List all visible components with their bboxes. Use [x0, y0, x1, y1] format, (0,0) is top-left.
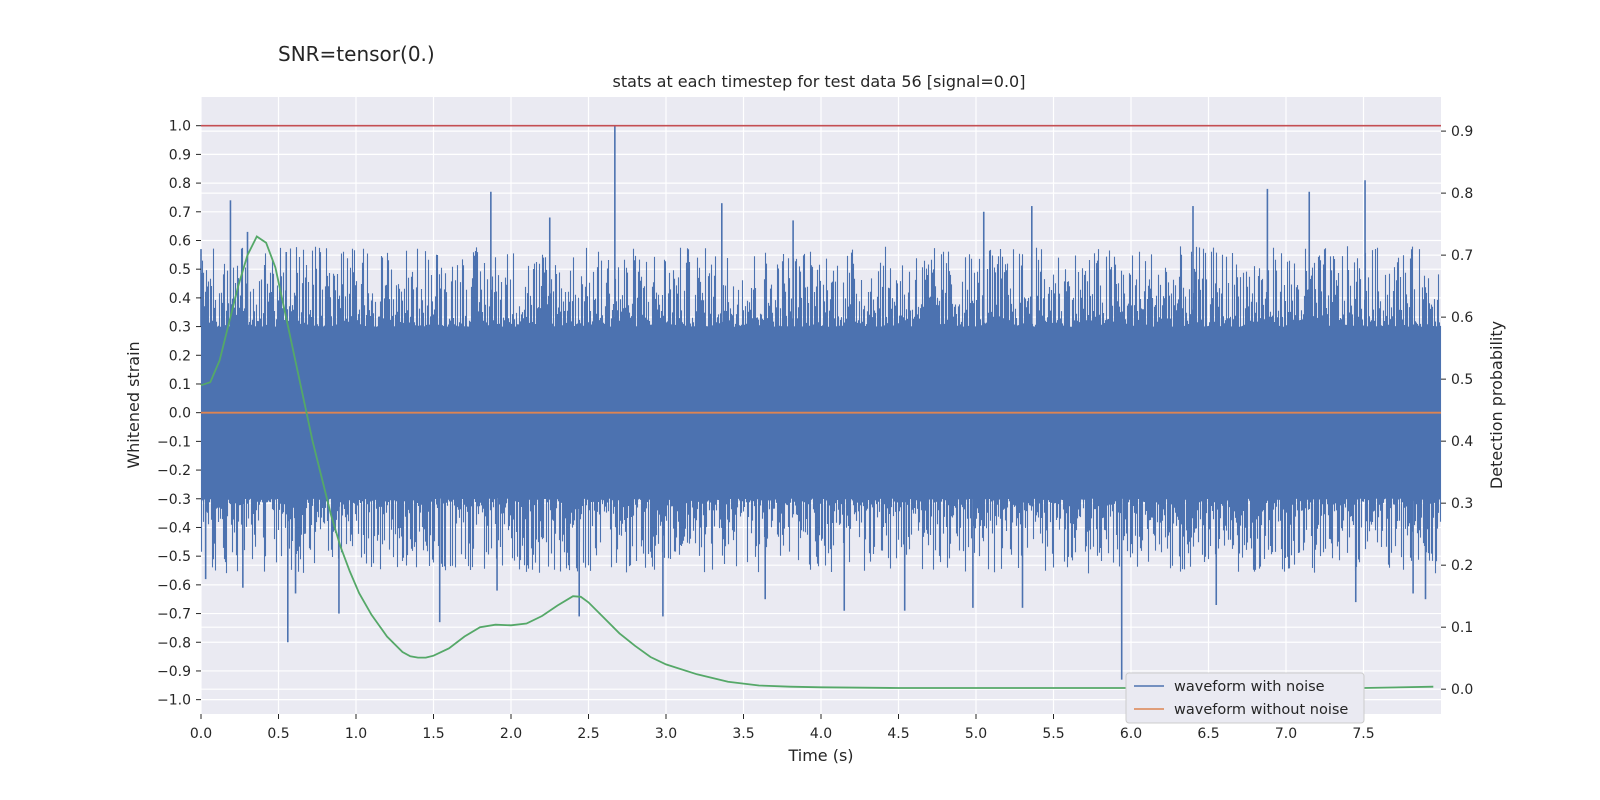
y-tick-label: 1.0: [169, 119, 191, 135]
line-series: [200, 124, 1441, 689]
legend-box: [1125, 672, 1365, 724]
legend-label-clean: waveform without noise: [1174, 702, 1348, 718]
chart-title: stats at each timestep for test data 56 …: [613, 72, 1026, 91]
x-tick-label: 0.0: [190, 726, 212, 742]
y-tick-label: 0.2: [169, 348, 191, 364]
x-tick-label: 5.0: [965, 726, 987, 742]
y-tick-label: 0.6: [169, 233, 191, 249]
y-tick-label: 0.5: [169, 262, 191, 278]
x-tick-label: 4.0: [810, 726, 832, 742]
x-tick-label: 2.5: [577, 726, 599, 742]
y-tick-label: −0.4: [157, 520, 191, 536]
y-axis-right-label: Detection probability: [1487, 321, 1506, 489]
y-tick-label: −0.7: [157, 607, 191, 623]
y-tick-label: 0.7: [169, 205, 191, 221]
legend: waveform with noise waveform without noi…: [1125, 672, 1365, 724]
y-tick-label: 0.4: [169, 291, 191, 307]
x-tick-label: 5.5: [1042, 726, 1064, 742]
y-tick-label: −0.2: [157, 463, 191, 479]
x-tick-label: 6.5: [1197, 726, 1219, 742]
y-tick-label: −1.0: [157, 693, 191, 709]
y-tick-label: −0.5: [157, 549, 191, 565]
y-right-tick-label: 0.3: [1451, 496, 1473, 512]
x-tick-label: 4.5: [887, 726, 909, 742]
y-tick-label: 0.8: [169, 176, 191, 192]
y-tick-label: −0.9: [157, 664, 191, 680]
x-axis: 0.0 0.5 1.0 1.5 2.0 2.5 3.0 3.5 4.0 4.5 5.0 5.5 6.0 6…: [190, 714, 1375, 742]
detection-probability-line: [200, 235, 1434, 689]
x-tick-label: 2.0: [500, 726, 522, 742]
snr-label: SNR=tensor(0.): [278, 42, 435, 66]
y-tick-label: −0.3: [157, 492, 191, 508]
x-tick-label: 3.0: [655, 726, 677, 742]
y-axis-right: 0.9 0.8 0.7 0.6 0.5 0.4 0.3 0.2 0.1 0.0: [1441, 124, 1473, 698]
y-tick-label: 0.0: [169, 406, 191, 422]
x-tick-label: 6.0: [1120, 726, 1142, 742]
y-tick-label: −0.6: [157, 578, 191, 594]
y-axis-label: Whitened strain: [124, 341, 143, 468]
y-tick-label: −0.1: [157, 434, 191, 450]
y-right-tick-label: 0.8: [1451, 186, 1473, 202]
y-right-tick-label: 0.0: [1451, 682, 1473, 698]
x-axis-label: Time (s): [787, 746, 853, 765]
x-tick-label: 1.0: [345, 726, 367, 742]
y-right-tick-label: 0.6: [1451, 310, 1473, 326]
y-tick-label: −0.8: [157, 635, 191, 651]
y-tick-label: 0.1: [169, 377, 191, 393]
x-tick-label: 7.5: [1352, 726, 1374, 742]
y-axis-left: 1.0 0.9 0.8 0.7 0.6 0.5 0.4 0.3 0.2 0.1 0.0 −0.1 −0.…: [157, 119, 201, 709]
y-right-tick-label: 0.9: [1451, 124, 1473, 140]
y-right-tick-label: 0.5: [1451, 372, 1473, 388]
y-right-tick-label: 0.4: [1451, 434, 1473, 450]
x-tick-label: 0.5: [267, 726, 289, 742]
x-tick-label: 1.5: [422, 726, 444, 742]
y-tick-label: 0.3: [169, 320, 191, 336]
x-tick-label: 3.5: [732, 726, 754, 742]
noise-series: [200, 125, 1442, 680]
y-right-tick-label: 0.7: [1451, 248, 1473, 264]
y-right-tick-label: 0.2: [1451, 558, 1473, 574]
legend-label-noise: waveform with noise: [1174, 679, 1325, 695]
y-tick-label: 0.9: [169, 147, 191, 163]
x-tick-label: 7.0: [1275, 726, 1297, 742]
y-right-tick-label: 0.1: [1451, 620, 1473, 636]
